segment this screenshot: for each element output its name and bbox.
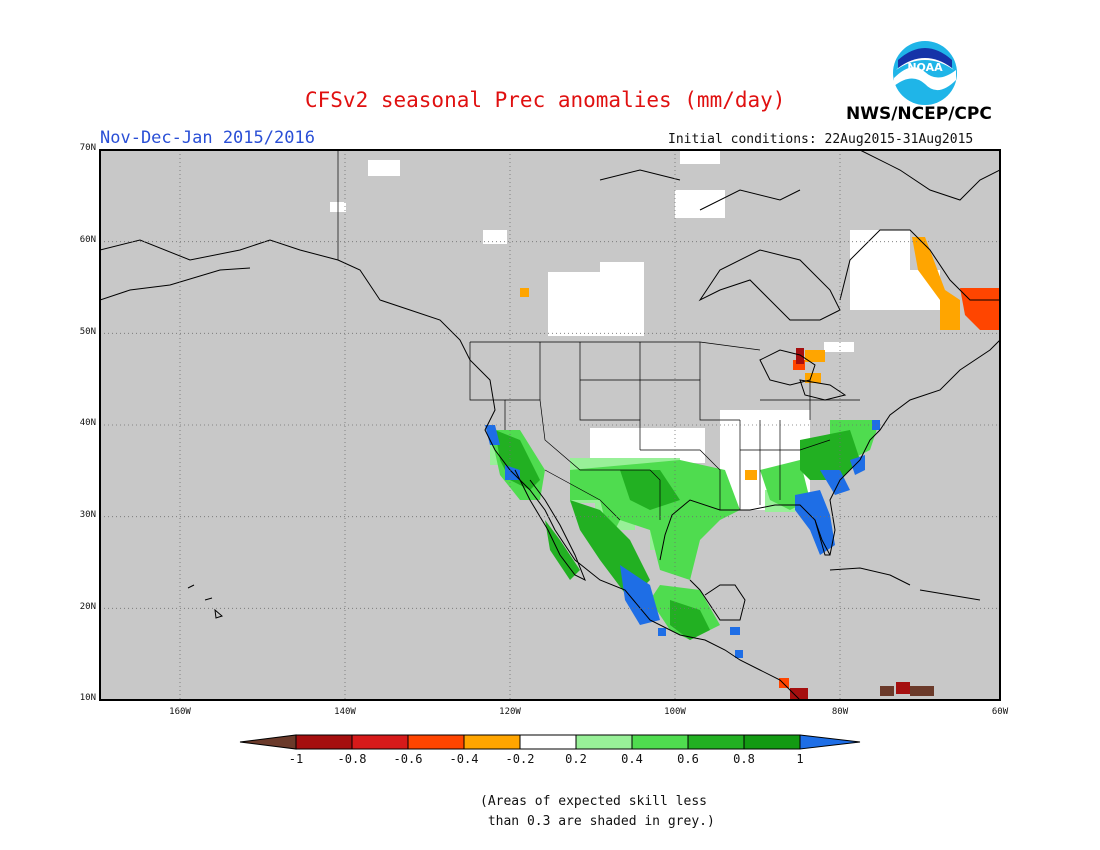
colorbar-segment xyxy=(799,734,861,750)
colorbar-label: 0.6 xyxy=(677,752,699,766)
colorbar-label: 1 xyxy=(796,752,804,766)
colorbar-segment xyxy=(575,734,633,750)
skill-note: (Areas of expected skill less than 0.3 a… xyxy=(480,792,715,832)
logo-text: NOAA xyxy=(907,61,943,74)
colorbar-segment xyxy=(631,734,689,750)
period-label: Nov-Dec-Jan 2015/2016 xyxy=(100,128,315,148)
coastlines xyxy=(100,150,1000,700)
political-borders xyxy=(337,150,860,521)
skill-note-line: than 0.3 are shaded in grey.) xyxy=(480,814,715,829)
lat-label: 60N xyxy=(79,235,96,245)
lat-label: 30N xyxy=(79,510,96,520)
colorbar-segment xyxy=(687,734,745,750)
lon-label: 120W xyxy=(499,707,521,717)
colorbar-label: 0.4 xyxy=(621,752,643,766)
map-frame xyxy=(99,149,1001,701)
colorbar-segment xyxy=(407,734,465,750)
negative-anomaly-red xyxy=(779,288,1000,688)
colorbar-segment xyxy=(295,734,353,750)
colorbar-label: 0.2 xyxy=(565,752,587,766)
negative-anomaly-darkred xyxy=(790,348,910,700)
colorbar-label: -0.8 xyxy=(337,752,367,766)
negative-anomaly-brown xyxy=(880,686,934,696)
colorbar-segment xyxy=(519,734,577,750)
colorbar-label: -1 xyxy=(288,752,304,766)
initial-conditions-label: Initial conditions: 22Aug2015-31Aug2015 xyxy=(668,132,974,147)
colorbar-segment xyxy=(743,734,801,750)
colorbar-label: -0.4 xyxy=(449,752,479,766)
colorbar xyxy=(239,734,861,750)
near-zero-patches xyxy=(330,150,940,510)
organization-label: NWS/NCEP/CPC xyxy=(846,104,992,124)
colorbar-segment xyxy=(239,734,297,750)
colorbar-segment xyxy=(351,734,409,750)
lon-label: 160W xyxy=(169,707,191,717)
lat-label: 40N xyxy=(79,418,96,428)
colorbar-label: -0.2 xyxy=(505,752,535,766)
colorbar-label: -0.6 xyxy=(393,752,423,766)
negative-anomaly-orange xyxy=(520,237,960,480)
map-title: CFSv2 seasonal Prec anomalies (mm/day) xyxy=(305,88,786,112)
lon-label: 140W xyxy=(334,707,356,717)
lon-label: 60W xyxy=(991,707,1009,717)
skill-note-line: (Areas of expected skill less xyxy=(480,794,707,809)
colorbar-label: 0.8 xyxy=(733,752,755,766)
colorbar-segment xyxy=(463,734,521,750)
lon-label: 80W xyxy=(831,707,849,717)
lat-label: 50N xyxy=(79,327,96,337)
noaa-logo-icon: NOAA xyxy=(893,41,957,105)
lat-label: 10N xyxy=(79,693,96,703)
lat-label: 70N xyxy=(79,143,96,153)
lat-label: 20N xyxy=(79,602,96,612)
lon-label: 100W xyxy=(664,707,686,717)
